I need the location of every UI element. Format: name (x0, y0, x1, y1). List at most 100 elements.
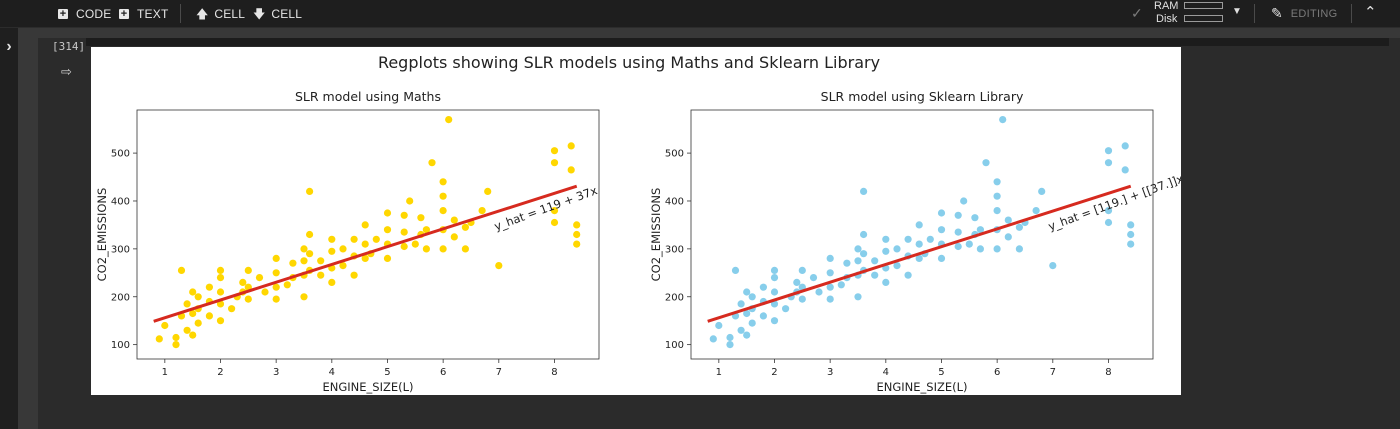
y-tick-label: 100 (665, 340, 684, 351)
move-cell-up-button[interactable]: 🡅 CELL (196, 0, 245, 27)
scatter-point (567, 166, 575, 174)
output-icon[interactable]: ⇨ (61, 64, 72, 79)
scatter-point (183, 326, 191, 334)
scatter-point (726, 333, 734, 342)
scatter-point (194, 293, 202, 301)
scatter-point (1004, 216, 1012, 224)
x-tick-label: 3 (273, 367, 279, 378)
pencil-icon: ✎ (1271, 5, 1283, 21)
move-cell-down-button[interactable]: 🡇 CELL (253, 0, 302, 27)
scatter-point (422, 226, 430, 234)
scatter-point (361, 221, 369, 229)
scatter-point (882, 235, 890, 243)
cell-up-label: CELL (214, 6, 246, 21)
scatter-point (843, 259, 851, 267)
y-tick-label: 400 (111, 196, 130, 207)
scatter-point (937, 226, 946, 234)
scatter-point (461, 223, 469, 231)
scatter-point (328, 235, 336, 243)
cell-input-strip[interactable] (86, 38, 1389, 46)
scatter-point (826, 283, 834, 291)
scatter-point (400, 242, 408, 251)
scatter-point (550, 147, 559, 155)
scatter-point (971, 214, 979, 222)
scatter-point (216, 266, 225, 274)
scatter-point (770, 274, 779, 282)
disk-label: Disk (1156, 13, 1178, 25)
scatter-point (915, 254, 923, 262)
scatter-point (893, 245, 901, 253)
scatter-point (1104, 207, 1113, 215)
cell-output: Regplots showing SLR models using Maths … (91, 47, 1186, 395)
scatter-point (272, 283, 280, 291)
scatter-point (748, 293, 756, 301)
chart-title: SLR model using Maths (295, 89, 441, 104)
scatter-point (306, 230, 314, 239)
plus-icon: + (58, 7, 68, 20)
scatter-point (172, 341, 180, 349)
scatter-point (826, 254, 834, 262)
ram-meter (1184, 2, 1223, 9)
scatter-point (422, 245, 430, 253)
scatter-point (871, 257, 879, 265)
chart-title: SLR model using Sklearn Library (821, 89, 1024, 104)
y-axis-label: CO2_EMISSIONS (95, 188, 109, 282)
scatter-point (550, 218, 559, 227)
arrow-down-icon: 🡇 (253, 6, 266, 21)
scatter-point (272, 269, 280, 277)
scatter-point (709, 335, 717, 343)
y-tick-label: 500 (665, 149, 684, 160)
scatter-point (300, 245, 308, 253)
scatter-point (1127, 221, 1135, 229)
scatter-point (283, 281, 291, 289)
scatter-point (239, 278, 247, 286)
scatter-point (428, 159, 436, 167)
x-tick-label: 6 (994, 367, 1000, 378)
scatter-points (709, 116, 1135, 349)
figure-canvas: Regplots showing SLR models using Maths … (95, 53, 1186, 394)
scatter-point (550, 207, 559, 215)
chevron-up-icon[interactable]: ⌃ (1364, 4, 1377, 21)
scatter-point (383, 209, 392, 217)
y-tick-label: 300 (665, 244, 684, 255)
scatter-point (372, 235, 380, 243)
scatter-point (567, 142, 575, 150)
scatter-point (189, 309, 197, 318)
scatter-point (261, 288, 269, 296)
add-code-button[interactable]: + CODE (58, 0, 111, 27)
scatter-point (854, 293, 862, 301)
editing-mode-button[interactable]: ✎ EDITING (1271, 0, 1337, 27)
add-text-button[interactable]: + TEXT (119, 0, 168, 27)
scatter-point (837, 281, 845, 289)
scatter-point (993, 207, 1001, 215)
scatter-point (194, 319, 202, 327)
scatter-point (205, 283, 213, 291)
scatter-point (189, 288, 197, 296)
scatter-points (155, 116, 581, 349)
scatter-point (759, 312, 768, 320)
scatter-point (960, 197, 968, 205)
scatter-point (361, 240, 369, 248)
scatter-point (1015, 245, 1024, 253)
x-tick-label: 6 (440, 367, 446, 378)
y-tick-label: 200 (665, 292, 684, 303)
scatter-point (300, 293, 308, 301)
chevron-down-icon[interactable]: ▼ (1232, 6, 1242, 17)
scatter-point (439, 207, 447, 215)
scatter-point (417, 214, 425, 222)
scatter-point (860, 187, 868, 195)
scatter-point (328, 247, 336, 255)
scatter-point (770, 266, 779, 274)
scatter-point (272, 295, 280, 303)
scatter-point (1049, 262, 1057, 270)
chevron-right-icon[interactable]: › (6, 38, 12, 55)
scatter-point (854, 245, 862, 253)
scatter-point (183, 300, 191, 308)
scatter-point (815, 288, 823, 296)
scatter-point (882, 278, 890, 286)
notebook-toolbar: + CODE + TEXT 🡅 CELL 🡇 CELL ✓ RAM Disk ▼… (0, 0, 1400, 28)
scatter-point (439, 178, 447, 186)
plot-frame (136, 109, 600, 360)
scatter-point (406, 197, 414, 205)
